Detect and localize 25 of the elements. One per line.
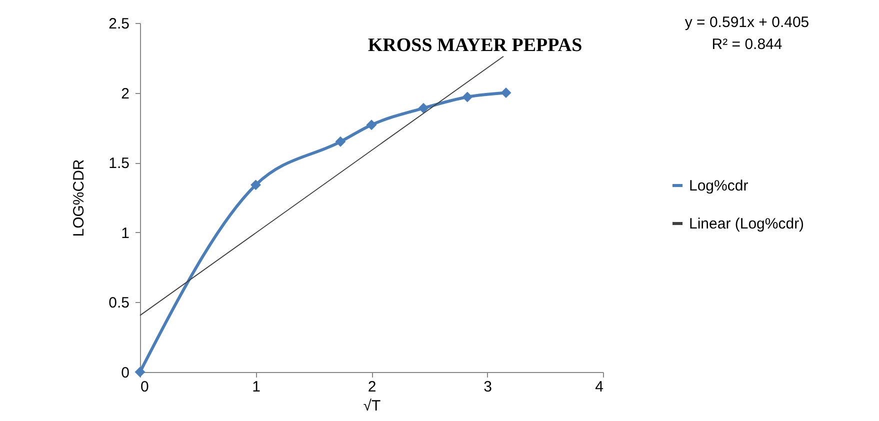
- point: [134, 366, 146, 378]
- point: [500, 88, 512, 98]
- legend-label: Log%cdr: [689, 178, 748, 194]
- x-axis-title: √T: [363, 398, 381, 414]
- y-tick-label: 1.5: [108, 155, 130, 172]
- x-tick-label: 0: [140, 378, 149, 396]
- point: [462, 92, 473, 102]
- point: [335, 136, 346, 147]
- text: y = 0.591x + 0.405: [684, 14, 810, 31]
- x-tick-label: 1: [252, 378, 260, 396]
- y-axis-title: LOG%CDR: [70, 159, 88, 237]
- y-tick-label: 1: [121, 224, 130, 242]
- text: KROSS MAYER PEPPAS: [368, 35, 582, 56]
- y-tick-label: 2.5: [108, 16, 130, 32]
- y-tick-label: 2: [121, 85, 130, 102]
- legend-label: Linear (Log%cdr): [689, 216, 804, 232]
- point: [418, 102, 429, 114]
- point: [366, 120, 377, 130]
- x-tick-label: 2: [368, 378, 376, 396]
- point: [250, 180, 261, 190]
- x-tick-label: 4: [595, 378, 604, 396]
- x-tick-label: 3: [484, 378, 492, 396]
- text: R² = 0.844: [712, 36, 782, 53]
- y-tick-label: 0: [121, 364, 130, 382]
- y-tick-label: 0.5: [108, 294, 130, 312]
